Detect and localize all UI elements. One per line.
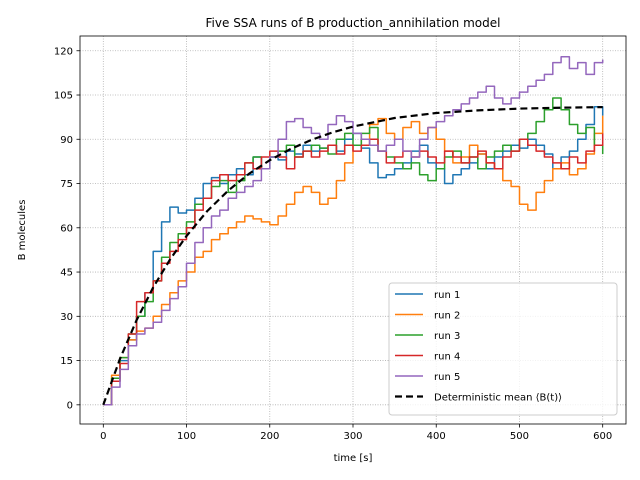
y-tick-label: 90 — [60, 135, 73, 146]
y-tick-label: 30 — [60, 312, 73, 323]
axis-ticks: 0 100 200 300 400 500 600 0 15 30 45 60 75 90 105 120 — [54, 46, 612, 442]
series-lines — [102, 55, 604, 406]
y-tick-label: 75 — [60, 179, 73, 190]
chart-title: Five SSA runs of B production_annihilati… — [206, 16, 501, 30]
legend-label-4: run 4 — [434, 352, 460, 363]
legend-frame — [388, 282, 618, 416]
legend-label-2: run 2 — [434, 311, 460, 322]
y-tick-label: 105 — [54, 91, 73, 102]
x-tick-label: 0 — [100, 431, 106, 442]
y-tick-label: 45 — [60, 268, 73, 279]
x-tick-label: 500 — [510, 431, 529, 442]
y-axis-label: B molecules — [17, 200, 28, 261]
x-tick-label: 600 — [593, 431, 612, 442]
y-tick-label: 120 — [54, 46, 73, 57]
legend-label-3: run 3 — [434, 331, 460, 342]
y-tick-label: 15 — [60, 356, 73, 367]
x-tick-label: 100 — [177, 431, 196, 442]
series-line-4 — [103, 133, 604, 406]
legend: run 1 run 2 run 3 run 4 run 5 Deterministic m… — [388, 282, 618, 416]
series-line-5 — [103, 55, 604, 406]
legend-label-5: run 5 — [434, 372, 460, 383]
legend-label-1: run 1 — [434, 290, 460, 301]
legend-label-6: Deterministic mean ⟨B(t)⟩ — [434, 393, 562, 404]
x-axis-label: time [s] — [334, 453, 373, 464]
x-tick-label: 200 — [260, 431, 279, 442]
x-tick-label: 300 — [343, 431, 362, 442]
y-tick-label: 0 — [67, 400, 73, 411]
series-line-6 — [102, 106, 603, 406]
x-tick-label: 400 — [427, 431, 446, 442]
y-tick-label: 60 — [60, 223, 73, 234]
